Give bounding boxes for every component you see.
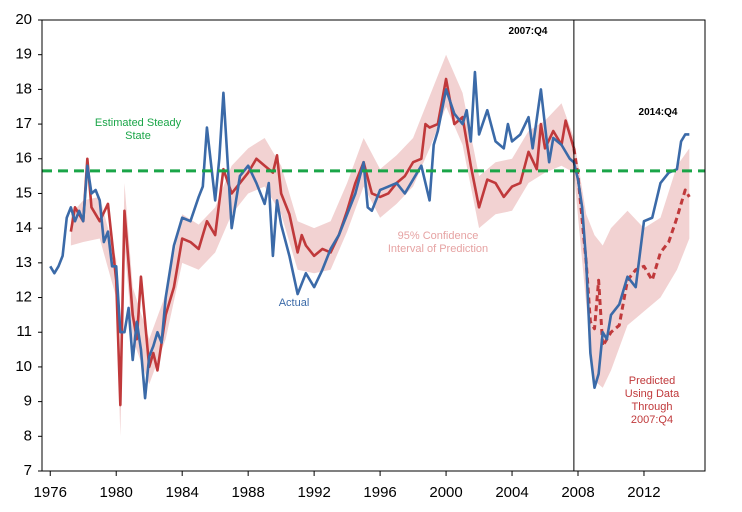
y-tick-label: 17 (15, 115, 32, 132)
x-tick-label: 2004 (495, 484, 528, 501)
y-tick-label: 8 (24, 427, 32, 444)
x-tick-label: 2000 (429, 484, 462, 501)
series-line (69, 77, 576, 407)
confidence-band (70, 54, 690, 437)
x-tick-label: 2012 (627, 484, 660, 501)
x-tick-label: 1988 (231, 484, 264, 501)
x-tick-label: 1996 (363, 484, 396, 501)
y-tick-label: 10 (15, 358, 32, 375)
x-tick-label: 1992 (297, 484, 330, 501)
y-tick-label: 11 (16, 323, 32, 340)
y-tick-label: 18 (15, 80, 32, 97)
plot-frame (41, 19, 706, 472)
band-label: 95% Confidence Interval of Prediction (387, 230, 489, 255)
y-tick-label: 16 (15, 150, 32, 167)
end-label: 2014:Q4 (638, 107, 678, 118)
y-tick-label: 9 (24, 393, 32, 410)
x-tick-label: 1984 (165, 484, 198, 501)
y-tick-label: 14 (15, 219, 32, 236)
y-tick-label: 13 (15, 254, 32, 271)
x-tick-label: 2008 (561, 484, 594, 501)
actual-label: Actual (278, 297, 310, 309)
y-tick-label: 12 (15, 289, 32, 306)
predicted-label: Predicted Using Data Through 2007:Q4 (624, 375, 680, 426)
y-tick-label: 15 (15, 184, 32, 201)
forecast-label: 2007:Q4 (508, 26, 548, 37)
y-tick-label: 19 (15, 46, 32, 63)
y-tick-label: 7 (24, 462, 32, 479)
steady-state-label: Estimated Steady State (94, 117, 182, 142)
y-tick-label: 20 (15, 11, 32, 28)
series-line (49, 70, 690, 400)
x-tick-label: 1980 (100, 484, 133, 501)
x-tick-label: 1976 (34, 484, 67, 501)
